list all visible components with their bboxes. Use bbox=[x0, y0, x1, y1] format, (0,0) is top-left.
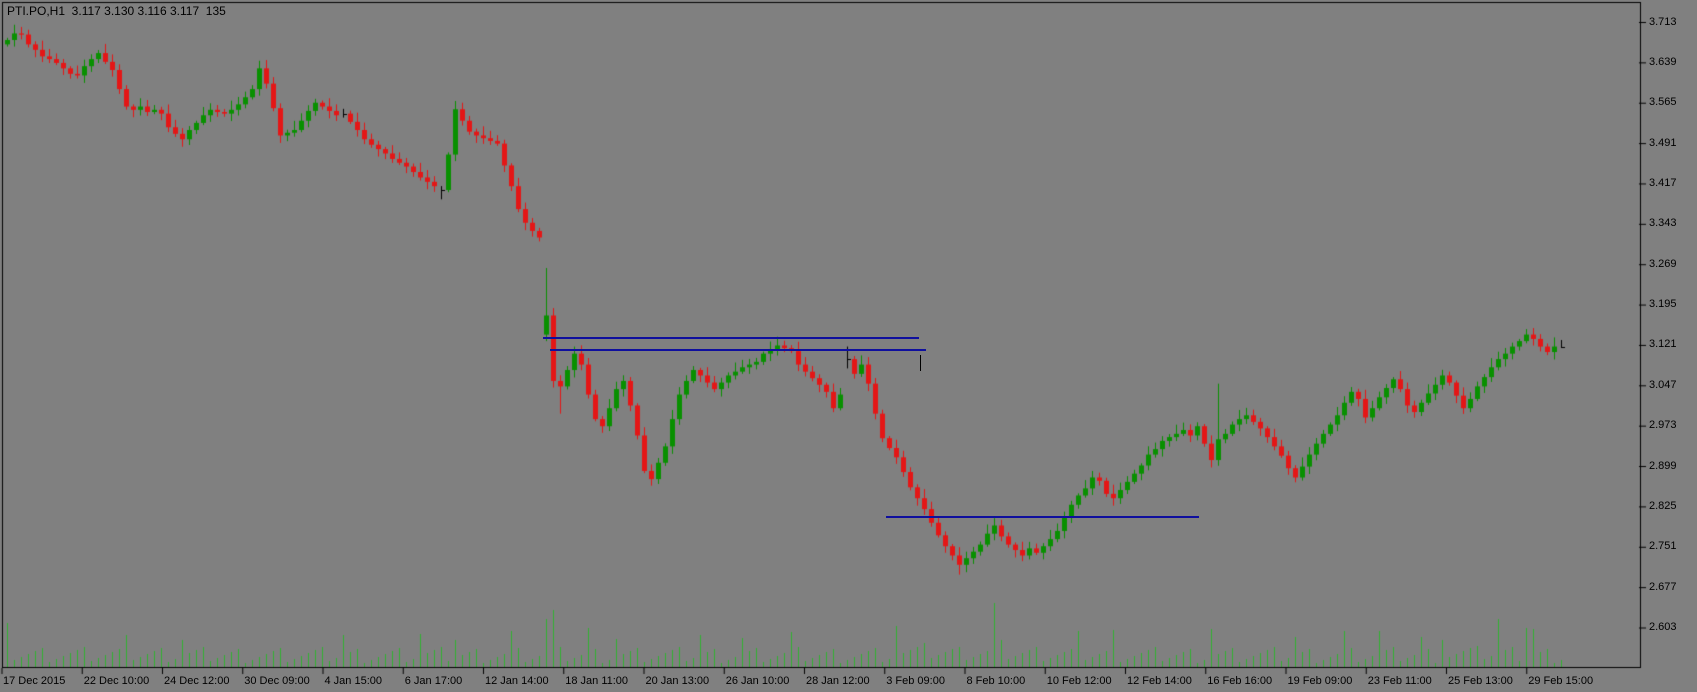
price-tick-label: 3.639 bbox=[1649, 55, 1677, 68]
time-tick-label: 23 Feb 11:00 bbox=[1367, 675, 1432, 687]
price-tick-label: 3.491 bbox=[1649, 136, 1677, 149]
price-tick-label: 3.565 bbox=[1649, 96, 1677, 109]
resistance-line-lower[interactable] bbox=[550, 348, 926, 351]
time-tick-label: 6 Jan 17:00 bbox=[404, 675, 463, 687]
time-tick-label: 19 Feb 09:00 bbox=[1287, 675, 1353, 687]
time-tick-label: 10 Feb 12:00 bbox=[1046, 675, 1112, 687]
price-tick-label: 2.603 bbox=[1649, 621, 1677, 633]
price-tick-label: 3.713 bbox=[1649, 15, 1677, 28]
time-tick-label: 24 Dec 12:00 bbox=[164, 675, 230, 687]
time-tick-label: 18 Jan 11:00 bbox=[565, 675, 629, 687]
resistance-line-upper[interactable] bbox=[543, 336, 919, 339]
price-tick-label: 2.825 bbox=[1649, 499, 1677, 512]
time-tick-label: 28 Jan 12:00 bbox=[806, 675, 870, 687]
time-tick-label: 17 Dec 2015 bbox=[3, 675, 66, 687]
price-tick-label: 3.417 bbox=[1649, 176, 1677, 189]
price-tick-label: 2.899 bbox=[1649, 459, 1677, 472]
price-tick-label: 3.269 bbox=[1649, 257, 1677, 270]
time-tick-label: 30 Dec 09:00 bbox=[244, 675, 310, 687]
time-tick-label: 12 Feb 14:00 bbox=[1127, 675, 1192, 687]
time-tick-label: 3 Feb 09:00 bbox=[886, 675, 945, 687]
support-line[interactable] bbox=[886, 516, 1199, 519]
time-tick-label: 8 Feb 10:00 bbox=[966, 675, 1026, 687]
price-tick-label: 3.121 bbox=[1649, 338, 1677, 351]
time-tick-label: 4 Jan 15:00 bbox=[324, 675, 383, 687]
chart-title: PTI.PO,H1 3.117 3.130 3.116 3.117 135 bbox=[7, 4, 226, 18]
price-tick-label: 3.195 bbox=[1649, 298, 1677, 311]
time-tick-label: 22 Dec 10:00 bbox=[83, 675, 150, 687]
time-tick-label: 25 Feb 13:00 bbox=[1448, 675, 1513, 687]
time-tick-label: 20 Jan 13:00 bbox=[645, 675, 710, 687]
black-tick-marker bbox=[920, 354, 921, 371]
price-tick-label: 2.973 bbox=[1649, 419, 1677, 432]
time-tick-label: 16 Feb 16:00 bbox=[1207, 675, 1273, 687]
price-tick-label: 3.047 bbox=[1649, 378, 1677, 391]
price-tick-label: 2.677 bbox=[1649, 580, 1677, 593]
price-tick-label: 3.343 bbox=[1649, 217, 1677, 230]
time-tick-label: 12 Jan 14:00 bbox=[485, 675, 549, 687]
time-tick-label: 26 Jan 10:00 bbox=[725, 675, 790, 687]
time-tick-label: 29 Feb 15:00 bbox=[1528, 675, 1594, 687]
price-tick-label: 2.751 bbox=[1649, 540, 1677, 553]
